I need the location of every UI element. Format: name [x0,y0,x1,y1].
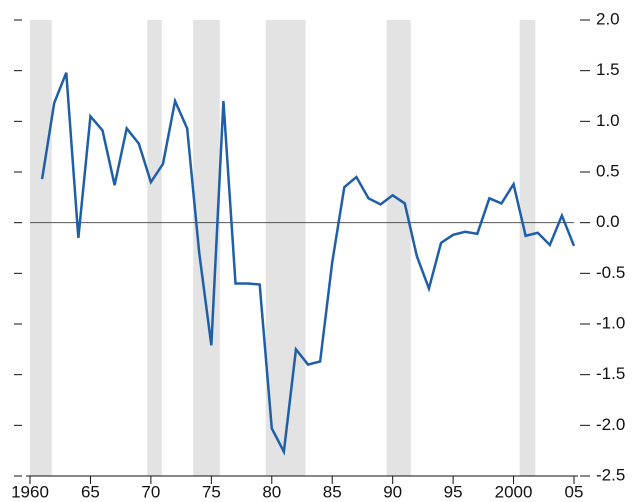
y-tick-label: 2.0 [596,9,620,28]
y-tick-label: 1.5 [596,60,620,79]
y-tick-label: -2.0 [596,415,625,434]
y-tick-label: 1.0 [596,111,620,130]
shaded-period [519,20,536,476]
x-tick-label: 95 [444,482,463,501]
shaded-period [147,20,162,476]
x-tick-label: 90 [383,482,402,501]
x-tick-label: 80 [262,482,281,501]
x-tick-label: 85 [323,482,342,501]
x-tick-label: 65 [81,482,100,501]
shaded-period [386,20,411,476]
y-tick-label: 0.5 [596,161,620,180]
y-tick-label: -1.5 [596,364,625,383]
y-tick-label: -2.5 [596,465,625,484]
x-tick-label: 70 [141,482,160,501]
x-tick-label: 2000 [495,482,533,501]
y-tick-label: 0.0 [596,212,620,231]
x-tick-label: 75 [202,482,221,501]
data-line [40,72,576,456]
y-tick-label: -1.0 [596,313,625,332]
shaded-period [265,20,306,476]
shaded-period [30,20,52,476]
x-tick-label: 1960 [11,482,49,501]
x-tick-label: 05 [565,482,584,501]
y-tick-label: -0.5 [596,263,625,282]
